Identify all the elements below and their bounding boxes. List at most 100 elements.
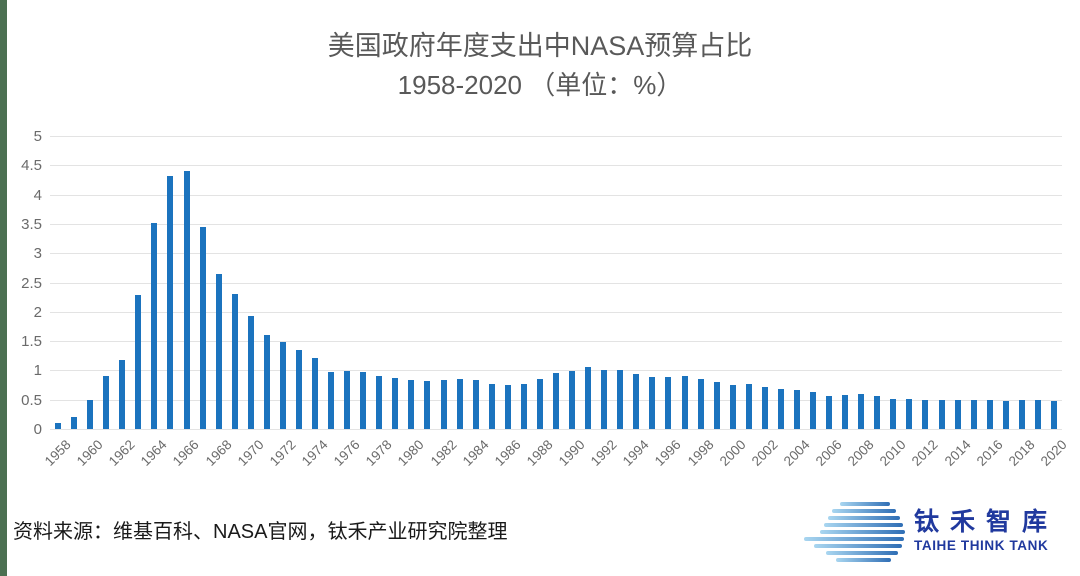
bar-1960 bbox=[87, 399, 94, 429]
x-axis-tick-label: 1964 bbox=[138, 437, 171, 469]
bar-2016 bbox=[986, 399, 993, 429]
y-axis-tick-label: 1.5 bbox=[21, 333, 42, 351]
taihe-logo-mark-icon bbox=[804, 500, 906, 564]
bar-2018 bbox=[1018, 400, 1025, 429]
bar-1983 bbox=[456, 379, 463, 429]
bar-1978 bbox=[376, 375, 383, 429]
y-axis-tick-label: 2.5 bbox=[21, 274, 42, 292]
gridline-2 bbox=[50, 311, 1062, 313]
x-axis-tick-label: 1978 bbox=[363, 437, 395, 469]
x-axis-tick-label: 2012 bbox=[909, 437, 942, 469]
bar-1979 bbox=[392, 378, 399, 429]
x-axis-tick-label: 1986 bbox=[491, 437, 524, 469]
x-axis-tick-label: 1960 bbox=[73, 437, 106, 469]
y-axis-tick-label: 4 bbox=[33, 186, 42, 204]
x-axis-tick-label: 1998 bbox=[684, 437, 717, 469]
x-axis-tick-label: 1958 bbox=[41, 437, 74, 469]
bar-2009 bbox=[874, 395, 881, 429]
taihe-logo-en-text: TAIHE THINK TANK bbox=[914, 538, 1049, 553]
bar-1963 bbox=[135, 294, 142, 429]
x-axis-tick-label: 1966 bbox=[170, 437, 203, 469]
x-axis-tick-label: 1992 bbox=[587, 437, 620, 469]
bar-1994 bbox=[633, 373, 640, 429]
bar-1975 bbox=[328, 371, 335, 429]
bar-1991 bbox=[585, 367, 592, 429]
bar-2001 bbox=[745, 384, 752, 429]
x-axis-tick-label: 2006 bbox=[812, 437, 845, 469]
x-axis-tick-label: 1976 bbox=[330, 437, 363, 469]
gridline-4 bbox=[50, 194, 1062, 196]
gridline-2.5 bbox=[50, 282, 1062, 284]
bar-1995 bbox=[649, 377, 656, 429]
bar-2015 bbox=[970, 400, 977, 429]
x-axis-tick-label: 1972 bbox=[266, 437, 299, 469]
source-note: 资料来源：维基百科、NASA官网，钛禾产业研究院整理 bbox=[13, 521, 508, 543]
x-axis-tick-label: 1974 bbox=[298, 437, 331, 469]
x-axis-tick-label: 2008 bbox=[844, 437, 877, 469]
bar-2008 bbox=[858, 393, 865, 429]
bar-1973 bbox=[295, 349, 302, 429]
bar-2002 bbox=[761, 386, 768, 429]
x-axis-tick-label: 2016 bbox=[973, 437, 1006, 469]
bar-1964 bbox=[151, 222, 158, 429]
chart-title-line1: 美国政府年度支出中NASA预算占比 bbox=[327, 31, 753, 61]
bar-1958 bbox=[55, 423, 62, 429]
bar-1986 bbox=[504, 385, 511, 429]
bar-1985 bbox=[488, 383, 495, 429]
bar-2004 bbox=[793, 390, 800, 429]
bar-1990 bbox=[569, 370, 576, 429]
x-axis-tick-label: 2004 bbox=[780, 437, 813, 469]
bar-2014 bbox=[954, 399, 961, 429]
gridline-3.5 bbox=[50, 223, 1062, 225]
gridline-3 bbox=[50, 253, 1062, 255]
bar-2006 bbox=[826, 395, 833, 429]
bar-1996 bbox=[665, 376, 672, 429]
bar-1993 bbox=[617, 369, 624, 429]
y-axis-tick-label: 4.5 bbox=[21, 157, 42, 175]
x-axis-tick-label: 1984 bbox=[459, 437, 492, 469]
bar-1997 bbox=[681, 376, 688, 429]
bar-1959 bbox=[71, 417, 78, 429]
bar-2019 bbox=[1034, 400, 1041, 429]
bar-1982 bbox=[440, 380, 447, 429]
y-axis-tick-label: 0.5 bbox=[21, 391, 42, 409]
bar-1989 bbox=[553, 372, 559, 429]
bar-1970 bbox=[247, 316, 254, 429]
bar-2005 bbox=[810, 392, 817, 429]
x-axis-tick-label: 1994 bbox=[620, 437, 652, 469]
bar-1961 bbox=[103, 376, 110, 429]
bar-1965 bbox=[167, 176, 174, 429]
bar-1962 bbox=[119, 359, 126, 429]
x-axis-tick-label: 2018 bbox=[1005, 437, 1038, 469]
bar-1981 bbox=[424, 380, 431, 429]
x-axis-tick-label: 1962 bbox=[106, 437, 138, 469]
bar-1992 bbox=[601, 369, 608, 429]
bar-2017 bbox=[1002, 401, 1009, 429]
bar-1998 bbox=[697, 378, 704, 429]
taihe-logo-cn-text: 钛禾智库 bbox=[914, 508, 1059, 536]
chart-title: 美国政府年度支出中NASA预算占比 1958-2020 （单位：%） bbox=[0, 26, 1080, 104]
y-axis-tick-label: 3.5 bbox=[21, 215, 42, 233]
y-axis-tick-label: 5 bbox=[33, 128, 42, 145]
bar-1971 bbox=[263, 334, 270, 429]
bar-1969 bbox=[231, 293, 238, 429]
chart-title-line2: 1958-2020 （单位：%） bbox=[397, 70, 683, 100]
x-axis-tick-label: 2002 bbox=[748, 437, 781, 469]
bar-1968 bbox=[215, 273, 222, 429]
y-axis-tick-label: 2 bbox=[33, 303, 42, 321]
x-axis-tick-label: 1982 bbox=[427, 437, 460, 469]
x-axis-tick-label: 2020 bbox=[1037, 437, 1070, 469]
gridline-1 bbox=[50, 370, 1062, 372]
bar-2007 bbox=[842, 395, 849, 429]
bar-1984 bbox=[472, 380, 479, 429]
x-axis-tick-label: 2000 bbox=[716, 437, 749, 469]
y-axis-tick-label: 1 bbox=[33, 362, 42, 380]
y-axis-tick-label: 0 bbox=[33, 421, 42, 438]
bar-2003 bbox=[777, 389, 784, 429]
x-axis-tick-label: 1968 bbox=[202, 437, 235, 469]
bar-2012 bbox=[922, 399, 929, 429]
bar-2013 bbox=[938, 400, 945, 429]
bar-1967 bbox=[199, 226, 206, 429]
x-axis-tick-label: 2014 bbox=[941, 437, 974, 469]
